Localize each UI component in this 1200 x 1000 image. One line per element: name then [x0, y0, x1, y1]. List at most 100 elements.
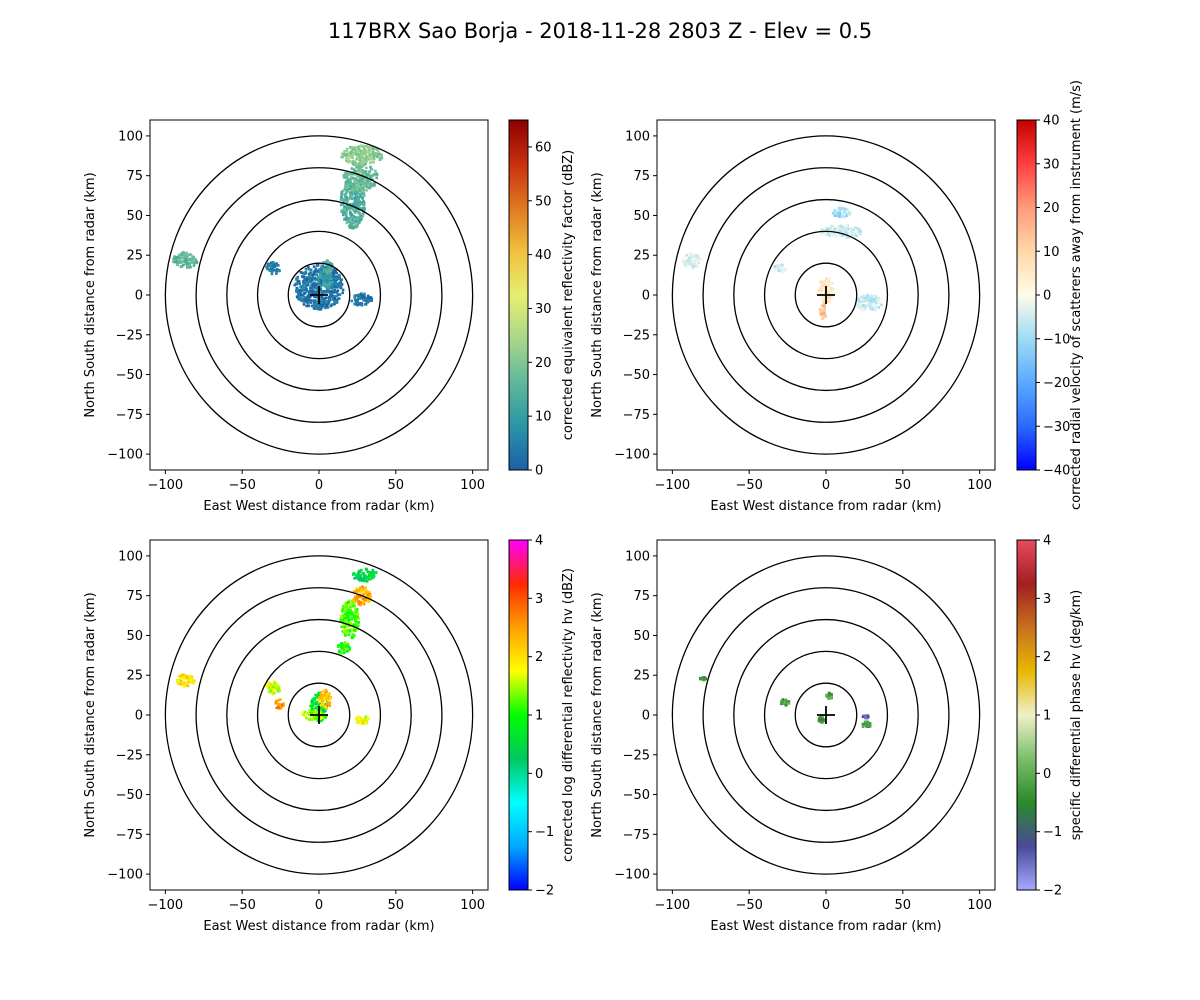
echo-gate — [347, 197, 350, 201]
echo-gate — [371, 153, 375, 157]
echo-gate — [295, 278, 298, 281]
echo-gate — [335, 291, 339, 294]
echo-gate — [356, 189, 360, 193]
echo-gate — [343, 604, 346, 608]
echo-gate — [336, 645, 340, 648]
echo-gate — [344, 645, 348, 649]
echo-region — [772, 263, 787, 273]
echo-gate — [828, 693, 832, 696]
echo-gate — [874, 305, 877, 308]
echo-gate — [334, 277, 337, 280]
echo-gate — [282, 702, 285, 705]
echo-gate — [356, 595, 359, 598]
echo-gate — [309, 271, 312, 274]
echo-gate — [322, 283, 325, 286]
echo-gate — [306, 711, 309, 715]
echo-gate — [354, 204, 358, 208]
echo-gate — [358, 193, 362, 197]
echo-gate — [340, 625, 343, 629]
colorbar-tick-label: 20 — [1043, 201, 1060, 216]
echo-gate — [182, 685, 186, 688]
echo-gate — [692, 257, 696, 261]
echo-gate — [356, 187, 359, 191]
echo-gate — [323, 290, 326, 293]
echo-gate — [271, 262, 274, 266]
echo-gate — [345, 625, 348, 628]
echo-gate — [348, 630, 352, 633]
colorbar-tick-label: −30 — [1043, 420, 1070, 435]
echo-gate — [850, 225, 853, 229]
echo-gate — [348, 207, 352, 210]
figure-title: 117BRX Sao Borja - 2018-11-28 2803 Z - E… — [328, 19, 872, 43]
echo-gate — [348, 146, 352, 149]
echo-gate — [318, 693, 321, 697]
echo-gate — [330, 303, 333, 306]
echo-gate — [865, 722, 869, 726]
y-tick-label: 50 — [126, 629, 143, 644]
echo-gate — [313, 281, 316, 285]
echo-gate — [319, 299, 323, 302]
y-tick-label: 100 — [118, 549, 143, 564]
echo-gate — [355, 146, 358, 149]
echo-gate — [359, 595, 363, 599]
echo-gate — [847, 236, 851, 239]
echo-gate — [838, 206, 842, 210]
echo-gate — [334, 269, 337, 272]
echo-gate — [341, 630, 345, 633]
echo-gate — [319, 301, 322, 304]
echo-gate — [336, 289, 340, 292]
echo-gate — [697, 258, 701, 261]
echo-gate — [312, 701, 315, 704]
echo-gate — [329, 274, 333, 277]
echo-gate — [345, 197, 348, 200]
echo-gate — [358, 213, 361, 216]
echo-gate — [359, 157, 362, 160]
y-tick-label: −25 — [116, 328, 143, 343]
echo-gate — [827, 287, 830, 290]
echo-gate — [301, 713, 305, 716]
echo-gate — [330, 277, 333, 281]
echo-region — [352, 585, 372, 607]
echo-gate — [326, 277, 329, 280]
echo-gate — [361, 183, 365, 187]
echo-gate — [355, 202, 358, 205]
echo-gate — [348, 160, 352, 163]
echo-gate — [328, 283, 332, 287]
y-tick-label: 100 — [625, 549, 650, 564]
echo-gate — [315, 294, 319, 298]
echo-gate — [315, 282, 318, 286]
echo-gate — [324, 703, 327, 706]
range-ring — [794, 682, 858, 748]
echo-gate — [277, 698, 281, 702]
echo-gate — [323, 692, 327, 695]
y-tick-label: −100 — [614, 448, 650, 463]
echo-gate — [358, 200, 362, 204]
echo-gate — [362, 194, 366, 197]
colorbar-tick-label: 1 — [535, 709, 543, 724]
echo-gate — [325, 272, 329, 276]
echo-gate — [823, 303, 826, 306]
echo-gate — [344, 619, 347, 622]
echo-gate — [351, 612, 354, 616]
echo-gate — [311, 273, 315, 277]
echo-gate — [180, 251, 184, 255]
y-tick-label: −75 — [623, 408, 650, 423]
range-ring — [256, 650, 382, 780]
echo-gate — [318, 281, 322, 285]
echo-gate — [179, 680, 183, 683]
echo-gate — [822, 296, 825, 299]
echo-gate — [319, 697, 323, 700]
echo-gate — [827, 280, 831, 284]
echo-gate — [828, 691, 831, 695]
echo-gate — [194, 259, 198, 262]
echo-gate — [360, 217, 364, 220]
echo-gate — [870, 306, 873, 309]
echo-gate — [329, 697, 332, 700]
echo-gate — [348, 184, 352, 187]
echo-gate — [870, 297, 873, 301]
echo-gate — [310, 285, 313, 288]
echo-gate — [861, 715, 865, 719]
y-tick-label: 0 — [135, 709, 143, 724]
echo-gate — [361, 189, 364, 193]
